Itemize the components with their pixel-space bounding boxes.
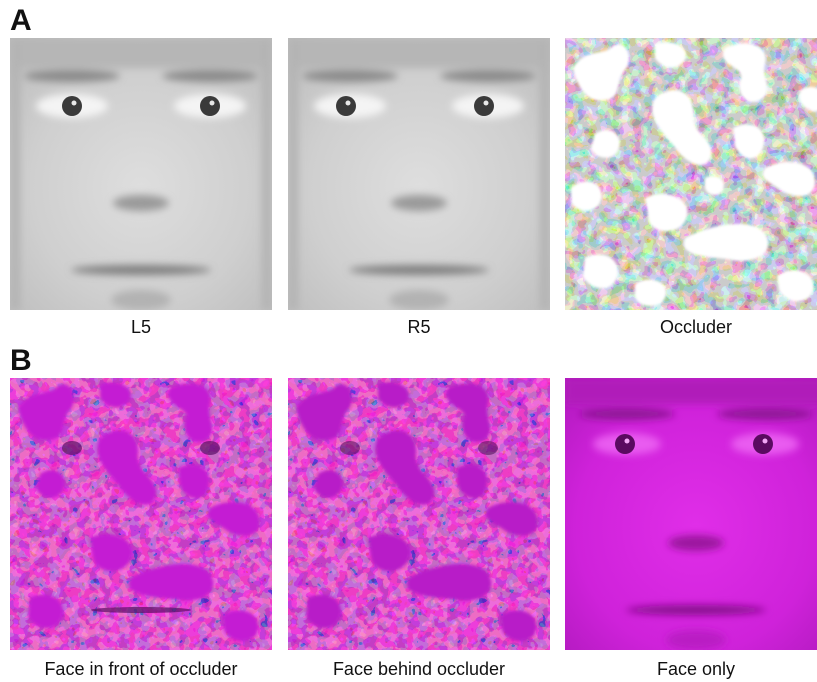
face-behind-occluder-image [288,378,550,650]
caption-face-in-front-of-occluder: Face in front of occluder [44,659,238,679]
panel-label-a: A [10,4,32,37]
face-image-l5 [10,38,272,310]
caption-l5: L5 [130,317,152,337]
panel-label-b: B [10,344,32,377]
face-in-front-of-occluder-image [10,378,272,650]
caption-face-behind-occluder: Face behind occluder [332,659,506,679]
caption-r5: R5 [407,317,431,337]
caption-face-only: Face only [656,659,736,679]
occluder-image [565,38,817,310]
face-only-image [565,378,817,650]
face-image-r5 [288,38,550,310]
caption-occluder: Occluder [659,317,733,337]
